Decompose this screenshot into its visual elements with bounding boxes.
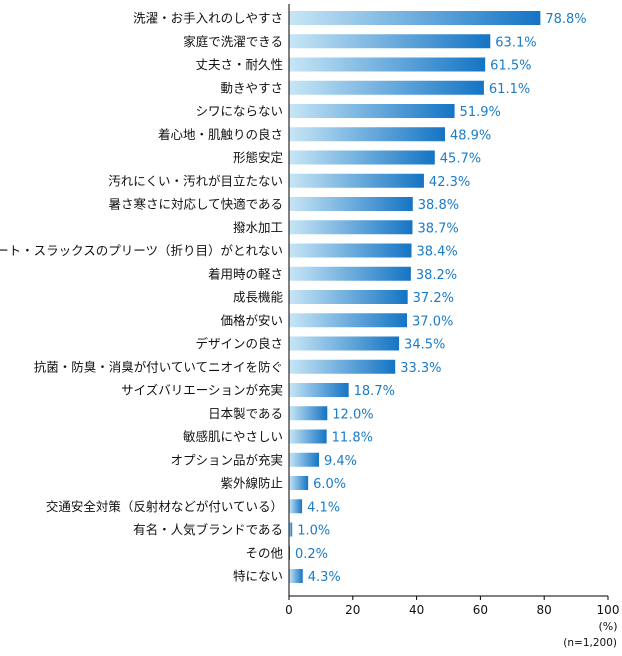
category-label: 価格が安い bbox=[220, 313, 283, 328]
category-label: 紫外線防止 bbox=[220, 476, 283, 491]
bar bbox=[289, 173, 424, 188]
bar bbox=[289, 406, 328, 421]
data-label: 45.7% bbox=[440, 152, 481, 167]
category-label: 敏感肌にやさしい bbox=[183, 429, 283, 444]
data-label: 11.8% bbox=[332, 431, 373, 446]
x-tick-label: 0 bbox=[285, 603, 293, 617]
x-tick-label: 20 bbox=[345, 603, 360, 617]
data-label: 48.9% bbox=[450, 128, 491, 143]
sample-size-note: (n=1,200) bbox=[563, 637, 617, 649]
category-label: 着心地・肌触りの良さ bbox=[158, 127, 283, 142]
data-label: 1.0% bbox=[297, 524, 330, 539]
category-label: 家庭で洗濯できる bbox=[183, 34, 283, 49]
bar bbox=[289, 429, 327, 444]
bar bbox=[289, 34, 491, 49]
data-label: 4.1% bbox=[307, 500, 340, 515]
data-label: 37.2% bbox=[413, 291, 454, 306]
category-label: 動きやすさ bbox=[220, 80, 283, 95]
bar bbox=[289, 383, 349, 397]
bar bbox=[289, 197, 413, 211]
bars-layer: 洗濯・お手入れのしやすさ 78.8% 家庭で洗濯できる 63.1% 丈夫さ・耐久性 61.… bbox=[0, 11, 587, 586]
bar bbox=[289, 499, 303, 514]
data-label: 61.5% bbox=[490, 59, 531, 74]
data-label: 33.3% bbox=[400, 361, 441, 376]
category-label: 成長機能 bbox=[233, 290, 284, 305]
category-label: 日本製である bbox=[208, 406, 283, 421]
data-label: 38.2% bbox=[416, 268, 457, 283]
category-label: 特にない bbox=[233, 569, 283, 584]
bar bbox=[289, 127, 445, 142]
bar bbox=[289, 452, 319, 467]
x-tick-label: 80 bbox=[537, 603, 552, 617]
x-tick-label: 60 bbox=[473, 603, 488, 617]
category-label: 丈夫さ・耐久性 bbox=[195, 57, 283, 72]
bar bbox=[289, 80, 484, 95]
data-label: 78.8% bbox=[545, 12, 586, 27]
bar bbox=[289, 522, 293, 537]
bar bbox=[289, 150, 435, 165]
data-label: 63.1% bbox=[495, 35, 536, 50]
category-label: その他 bbox=[245, 545, 283, 560]
x-tick-label: 100 bbox=[597, 603, 620, 617]
category-label: 有名・人気ブランドである bbox=[133, 522, 283, 537]
bar bbox=[289, 104, 455, 118]
data-label: 51.9% bbox=[460, 105, 501, 120]
category-label: 抗菌・防臭・消臭が付いていてニオイを防ぐ bbox=[34, 359, 283, 374]
category-label: 撥水加工 bbox=[233, 220, 283, 235]
data-label: 6.0% bbox=[313, 477, 346, 492]
data-label: 0.2% bbox=[295, 547, 328, 562]
data-label: 42.3% bbox=[429, 175, 470, 190]
category-label: 暑さ寒さに対応して快適である bbox=[108, 197, 283, 212]
category-label: 洗濯・お手入れのしやすさ bbox=[133, 11, 283, 26]
category-label: オプション品が充実 bbox=[170, 452, 283, 467]
data-label: 61.1% bbox=[489, 82, 530, 97]
bar bbox=[289, 290, 408, 304]
data-label: 38.4% bbox=[416, 245, 457, 260]
bar bbox=[289, 336, 400, 351]
bar bbox=[289, 476, 309, 490]
data-label: 9.4% bbox=[324, 454, 357, 469]
data-label: 34.5% bbox=[404, 338, 445, 353]
x-ticks-layer: 0 20 40 60 80 100 bbox=[285, 596, 619, 617]
category-label: スカート・スラックスのプリーツ（折り目）がとれない bbox=[0, 243, 283, 258]
data-label: 37.0% bbox=[412, 314, 453, 329]
bar bbox=[289, 57, 486, 72]
bar bbox=[289, 569, 303, 583]
data-label: 38.8% bbox=[418, 198, 459, 213]
category-label: 着用時の軽さ bbox=[208, 266, 283, 281]
bar bbox=[289, 359, 396, 374]
data-label: 18.7% bbox=[354, 384, 395, 399]
category-label: サイズバリエーションが充実 bbox=[121, 383, 283, 398]
data-label: 4.3% bbox=[308, 570, 341, 585]
data-label: 38.7% bbox=[417, 221, 458, 236]
category-label: 形態安定 bbox=[233, 150, 283, 165]
data-label: 12.0% bbox=[332, 407, 373, 422]
bar bbox=[289, 11, 541, 25]
x-tick-label: 40 bbox=[409, 603, 424, 617]
bar bbox=[289, 266, 411, 281]
category-label: 交通安全対策（反射材などが付いている） bbox=[46, 499, 283, 514]
category-label: デザインの良さ bbox=[195, 336, 283, 351]
bar bbox=[289, 220, 413, 235]
bar bbox=[289, 243, 412, 258]
category-label: 汚れにくい・汚れが目立たない bbox=[108, 173, 283, 188]
category-label: シワにならない bbox=[195, 104, 283, 119]
bar bbox=[289, 313, 408, 328]
x-unit-label: (%) bbox=[598, 620, 617, 633]
